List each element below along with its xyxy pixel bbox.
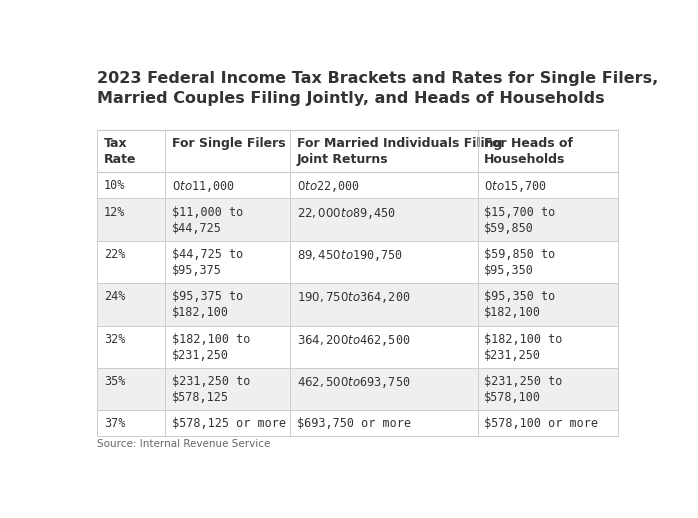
Text: For Single Filers: For Single Filers bbox=[172, 137, 285, 150]
Text: $231,250 to
$578,125: $231,250 to $578,125 bbox=[172, 375, 250, 404]
Text: For Married Individuals Filing
Joint Returns: For Married Individuals Filing Joint Ret… bbox=[297, 137, 502, 166]
Text: $0 to $11,000: $0 to $11,000 bbox=[172, 179, 235, 194]
Text: 32%: 32% bbox=[104, 333, 125, 346]
Bar bbox=[290, 410, 477, 436]
Text: $182,100 to
$231,250: $182,100 to $231,250 bbox=[484, 333, 563, 362]
Text: 2023 Federal Income Tax Brackets and Rates for Single Filers,
Married Couples Fi: 2023 Federal Income Tax Brackets and Rat… bbox=[97, 71, 659, 106]
Text: 35%: 35% bbox=[104, 375, 125, 388]
Text: $693,750 or more: $693,750 or more bbox=[297, 418, 410, 430]
Text: $462,500 to $693,750: $462,500 to $693,750 bbox=[297, 375, 410, 390]
Text: $578,100 or more: $578,100 or more bbox=[484, 418, 598, 430]
Bar bbox=[165, 172, 290, 198]
Text: 12%: 12% bbox=[104, 206, 125, 219]
Text: $578,125 or more: $578,125 or more bbox=[172, 418, 285, 430]
Text: $231,250 to
$578,100: $231,250 to $578,100 bbox=[484, 375, 563, 404]
Text: $89,450 to $190,750: $89,450 to $190,750 bbox=[297, 248, 403, 263]
Bar bbox=[97, 172, 165, 198]
Bar bbox=[165, 410, 290, 436]
Text: 22%: 22% bbox=[104, 248, 125, 261]
Text: $0 to $22,000: $0 to $22,000 bbox=[297, 179, 359, 194]
Text: $364,200 to $462,500: $364,200 to $462,500 bbox=[297, 333, 410, 348]
Text: For Heads of
Households: For Heads of Households bbox=[484, 137, 573, 166]
Bar bbox=[477, 410, 618, 436]
Text: $190,750 to $364,200: $190,750 to $364,200 bbox=[297, 290, 410, 305]
Text: Tax
Rate: Tax Rate bbox=[104, 137, 136, 166]
Text: $182,100 to
$231,250: $182,100 to $231,250 bbox=[172, 333, 250, 362]
Text: 10%: 10% bbox=[104, 179, 125, 193]
Text: $95,375 to
$182,100: $95,375 to $182,100 bbox=[172, 290, 243, 319]
Text: $11,000 to
$44,725: $11,000 to $44,725 bbox=[172, 206, 243, 235]
Bar bbox=[290, 172, 477, 198]
Text: $22,000 to $89,450: $22,000 to $89,450 bbox=[297, 206, 395, 221]
Text: $44,725 to
$95,375: $44,725 to $95,375 bbox=[172, 248, 243, 277]
Bar bbox=[97, 410, 165, 436]
Text: $95,350 to
$182,100: $95,350 to $182,100 bbox=[484, 290, 555, 319]
Text: Source: Internal Revenue Service: Source: Internal Revenue Service bbox=[97, 439, 271, 450]
Text: $59,850 to
$95,350: $59,850 to $95,350 bbox=[484, 248, 555, 277]
Text: 37%: 37% bbox=[104, 418, 125, 430]
Text: $0 to $15,700: $0 to $15,700 bbox=[484, 179, 547, 194]
Bar bbox=[477, 172, 618, 198]
Text: $15,700 to
$59,850: $15,700 to $59,850 bbox=[484, 206, 555, 235]
Text: 24%: 24% bbox=[104, 290, 125, 304]
